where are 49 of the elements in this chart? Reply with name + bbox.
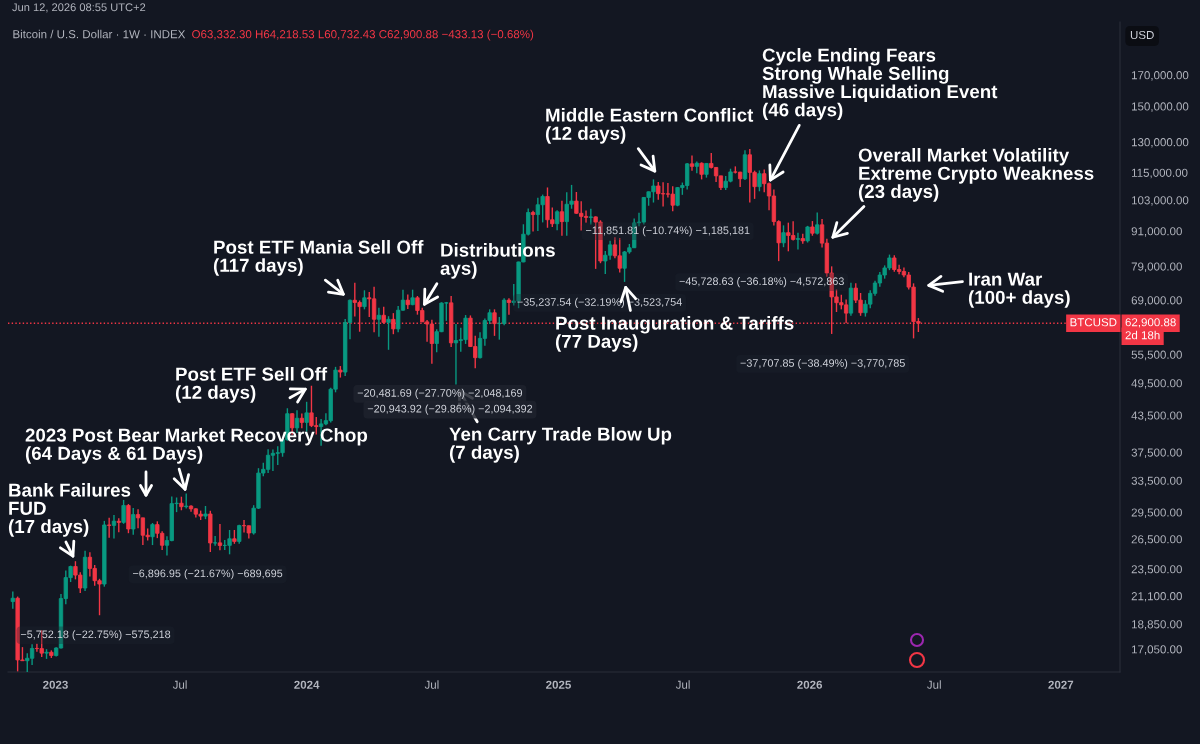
y-tick-label: 21,100.00 [1131, 592, 1182, 602]
text: Bitcoin / U.S. Dollar · 1W · INDEX [13, 29, 186, 39]
x-tick-label: Jul [172, 680, 187, 689]
y-tick-label: 55,500.00 [1131, 350, 1182, 361]
annotation: Bank Failures FUD (17 days) [8, 483, 131, 537]
y-tick-label: 17,050.00 [1131, 645, 1182, 655]
text: 2d 18h [1125, 330, 1160, 340]
annotation: Yen Carry Trade Blow Up (7 days) [449, 427, 672, 463]
annotation: −20,943.92 (−29.86%) −2,094,392 [367, 404, 533, 415]
annotation: Iran War (100+ days) [968, 272, 1070, 308]
annotation: Overall Market Volatility Extreme Crypto Weakness (23 days) [858, 148, 1094, 202]
y-axis-title: USD [1130, 30, 1154, 40]
annotation: −6,896.95 (−21.67%) −689,695 [132, 569, 283, 580]
y-tick-label: 150,000.00 [1131, 102, 1189, 112]
x-tick-label: 2027 [1048, 680, 1074, 689]
y-tick-label: 23,500.00 [1131, 565, 1182, 575]
y-tick-label: 49,500.00 [1131, 379, 1182, 389]
y-tick-label: 29,500.00 [1131, 508, 1182, 518]
x-tick-label: Jul [424, 680, 439, 689]
annotation: Post ETF Sell Off (12 days) [175, 367, 328, 403]
text: Jun 12, 2026 08:55 UTC+2 [12, 3, 146, 13]
y-tick-label: 37,500.00 [1131, 448, 1182, 459]
y-tick-label: 43,500.00 [1131, 411, 1182, 421]
annotation: −35,237.54 (−32.19%) −3,523,754 [517, 297, 682, 308]
y-tick-label: 91,000.00 [1131, 227, 1182, 237]
y-tick-label: 79,000.00 [1131, 262, 1182, 272]
y-tick-label: 33,500.00 [1131, 476, 1182, 487]
y-tick-label: 26,500.00 [1131, 535, 1182, 545]
annotation: Post ETF Mania Sell Off (117 days) [213, 240, 424, 276]
annotation: Post Inauguration & Tariffs (77 Days) [555, 316, 794, 352]
ref-line-label: BTCUSD [1070, 318, 1117, 327]
annotation: Cycle Ending Fears Strong Whale Selling Massive Liquidation Event (46 days) [762, 48, 998, 121]
y-tick-label: 130,000.00 [1131, 138, 1189, 148]
x-tick-label: 2023 [43, 680, 68, 689]
y-tick-label: 115,000.00 [1131, 168, 1188, 179]
y-tick-label: 170,000.00 [1131, 71, 1189, 81]
text: O63,332.30 H64,218.53 L60,732.43 C62,900.88 −433.13 (−0.68%) [192, 29, 534, 41]
x-tick-label: 2026 [797, 680, 823, 689]
x-tick-label: Jul [675, 680, 690, 689]
text: 62,900.88 [1125, 318, 1176, 328]
y-tick-label: 69,000.00 [1131, 296, 1182, 306]
x-tick-label: 2025 [546, 680, 571, 689]
annotation: −20,481.69 (−27.70%) −2,048,169 [357, 388, 523, 399]
annotation: −37,707.85 (−38.49%) −3,770,785 [740, 358, 905, 369]
y-tick-label: 103,000.00 [1131, 196, 1189, 206]
annotation: Middle Eastern Conflict (12 days) [545, 108, 754, 144]
x-tick-label: 2024 [294, 680, 320, 689]
y-tick-label: 18,850.00 [1131, 620, 1182, 630]
x-tick-label: Jul [927, 680, 941, 689]
